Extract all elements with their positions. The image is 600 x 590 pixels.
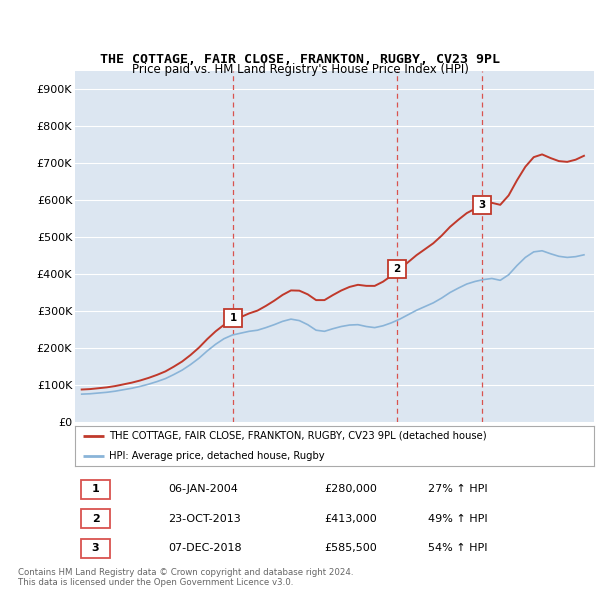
- FancyBboxPatch shape: [81, 509, 110, 528]
- Text: 2: 2: [393, 264, 400, 274]
- Text: 54% ↑ HPI: 54% ↑ HPI: [428, 543, 487, 553]
- Text: 49% ↑ HPI: 49% ↑ HPI: [428, 514, 488, 523]
- Text: Price paid vs. HM Land Registry's House Price Index (HPI): Price paid vs. HM Land Registry's House …: [131, 63, 469, 76]
- Text: THE COTTAGE, FAIR CLOSE, FRANKTON, RUGBY, CV23 9PL (detached house): THE COTTAGE, FAIR CLOSE, FRANKTON, RUGBY…: [109, 431, 487, 441]
- Text: 3: 3: [479, 201, 486, 211]
- Text: 2: 2: [92, 514, 100, 523]
- FancyBboxPatch shape: [81, 480, 110, 499]
- Text: HPI: Average price, detached house, Rugby: HPI: Average price, detached house, Rugb…: [109, 451, 325, 461]
- Text: Contains HM Land Registry data © Crown copyright and database right 2024.
This d: Contains HM Land Registry data © Crown c…: [18, 568, 353, 587]
- Text: 1: 1: [92, 484, 100, 494]
- Text: 1: 1: [230, 313, 237, 323]
- Text: THE COTTAGE, FAIR CLOSE, FRANKTON, RUGBY, CV23 9PL: THE COTTAGE, FAIR CLOSE, FRANKTON, RUGBY…: [100, 53, 500, 66]
- FancyBboxPatch shape: [81, 539, 110, 558]
- Text: 3: 3: [92, 543, 100, 553]
- Text: £280,000: £280,000: [324, 484, 377, 494]
- Text: 06-JAN-2004: 06-JAN-2004: [169, 484, 238, 494]
- Text: £413,000: £413,000: [324, 514, 377, 523]
- Text: £585,500: £585,500: [324, 543, 377, 553]
- Text: 07-DEC-2018: 07-DEC-2018: [169, 543, 242, 553]
- Text: 23-OCT-2013: 23-OCT-2013: [169, 514, 241, 523]
- Text: 27% ↑ HPI: 27% ↑ HPI: [428, 484, 488, 494]
